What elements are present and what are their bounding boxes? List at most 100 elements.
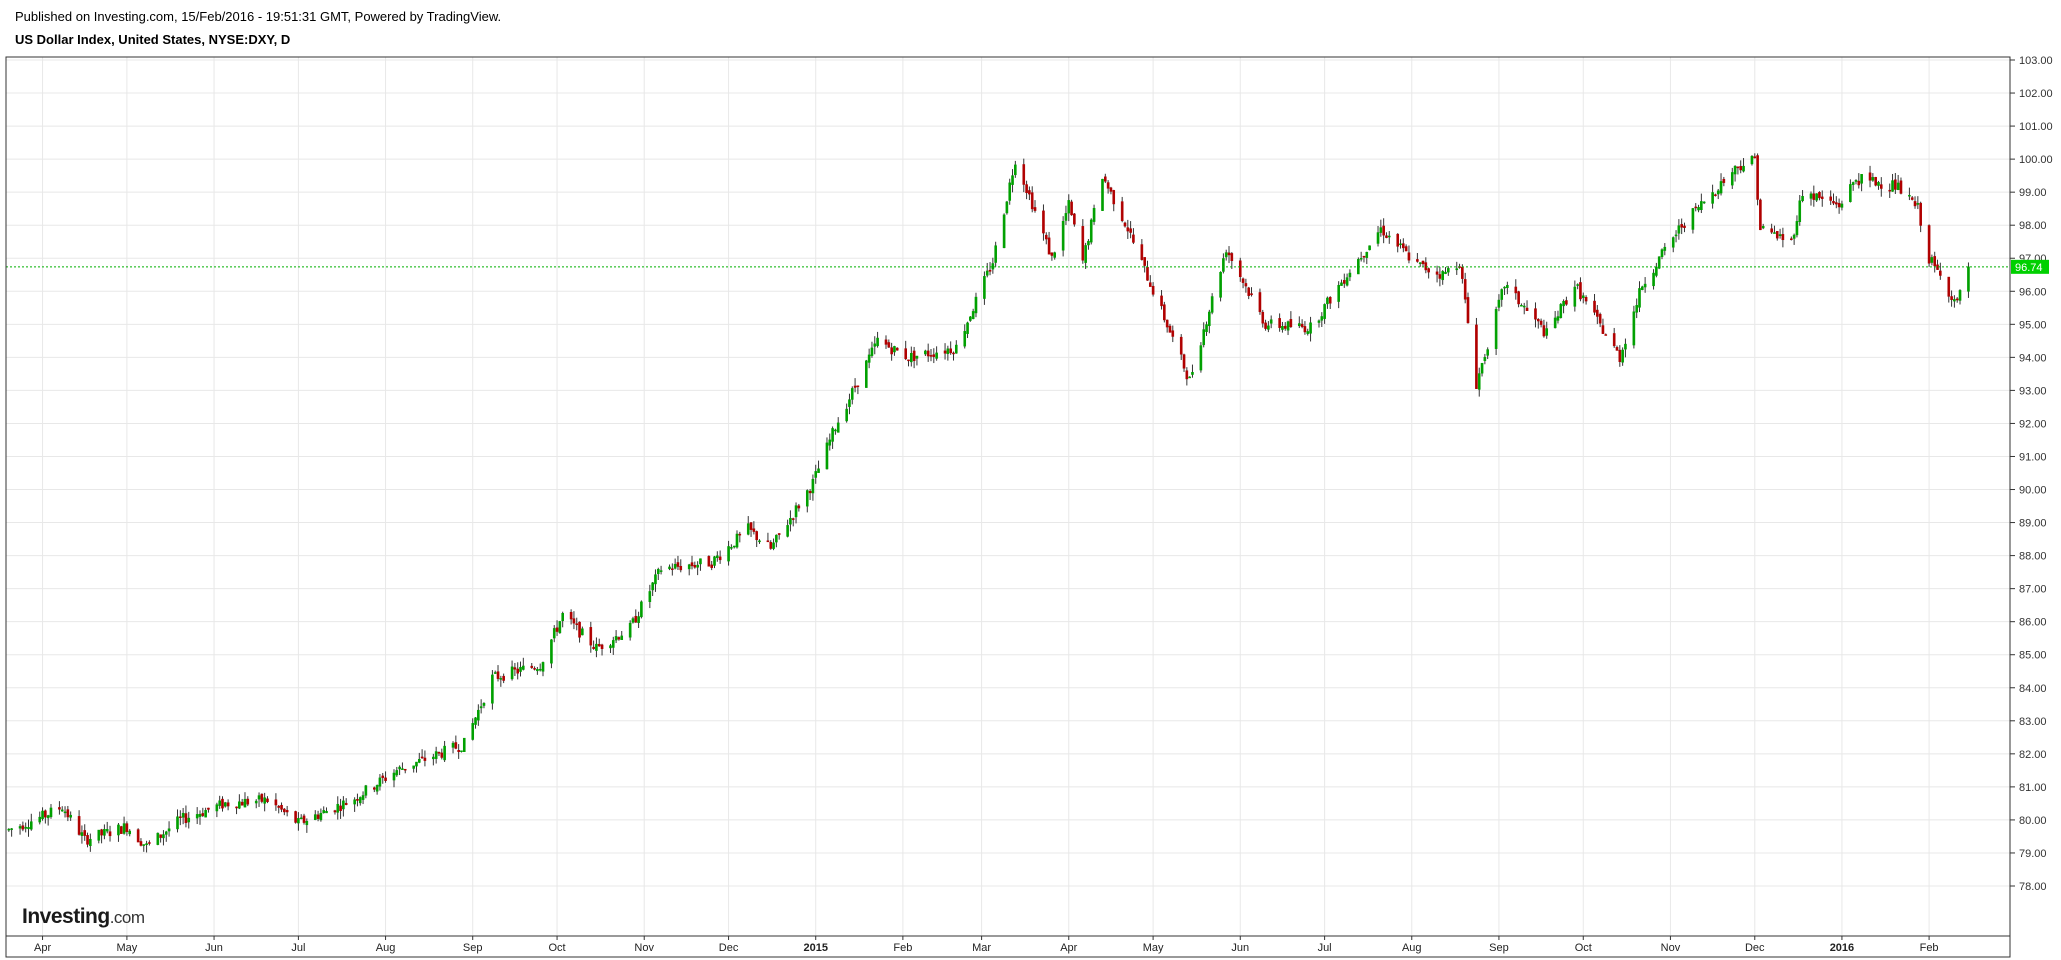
candle-body-up [1809, 193, 1813, 199]
candle [299, 814, 303, 820]
candle-body-up [1199, 345, 1203, 371]
candle [86, 832, 89, 848]
candle [176, 809, 179, 833]
candle-body-up [97, 829, 101, 841]
candle-body-up [1641, 286, 1644, 290]
candle-body-down [1050, 252, 1054, 256]
candle [344, 798, 348, 806]
candle [1536, 318, 1540, 329]
candle-body-down [384, 777, 387, 781]
candle-body-down [77, 816, 81, 835]
candle-body-down [1775, 231, 1779, 239]
candle-body-up [991, 263, 995, 270]
candle-body-down [1888, 189, 1892, 192]
candle-body-up [1447, 268, 1450, 273]
candle [679, 559, 683, 573]
candle-body-down [1283, 325, 1287, 329]
candle [1660, 248, 1664, 260]
candle [283, 808, 286, 816]
time-tick-label: May [1143, 942, 1164, 954]
candle [1061, 216, 1065, 257]
candle-body-up [656, 569, 660, 575]
candle [572, 611, 576, 630]
candle [845, 403, 848, 423]
candle-body-up [825, 442, 829, 470]
candle-body-down [1129, 228, 1132, 233]
candle [1503, 286, 1506, 296]
candle-body-up [1281, 326, 1284, 330]
candle [128, 829, 132, 837]
candle [634, 609, 638, 623]
candle [1202, 322, 1206, 348]
candle [1424, 257, 1428, 274]
candle [60, 806, 64, 812]
candle-body-down [1328, 296, 1332, 304]
candle-body-up [935, 352, 938, 359]
candle [1812, 185, 1816, 207]
candle-body-up [1092, 207, 1096, 222]
candle [1441, 270, 1444, 285]
candle-body-down [1781, 234, 1785, 241]
candle-body-up [1652, 272, 1655, 287]
candle [240, 798, 244, 806]
candle-body-down [949, 348, 952, 354]
candle-body-down [83, 830, 87, 836]
candle-body-up [1801, 195, 1804, 201]
candle-body-up [954, 344, 958, 354]
candle [1458, 263, 1461, 269]
candle-body-down [1837, 202, 1841, 208]
candle [671, 563, 674, 576]
candle [280, 802, 283, 813]
candle-body-up [1581, 295, 1585, 298]
candle-body-down [277, 805, 281, 808]
candle-body-up [238, 801, 241, 809]
candle-body-up [654, 574, 657, 585]
price-tick-label: 80.00 [2019, 815, 2047, 827]
price-tick-label: 86.00 [2019, 617, 2047, 629]
candle-body-up [1210, 296, 1214, 313]
candle [148, 840, 151, 846]
candle-body-up [1730, 172, 1734, 186]
candle-body-up [974, 296, 978, 314]
candle-body-up [10, 828, 13, 830]
candle [1368, 245, 1371, 251]
candle-body-up [493, 672, 497, 674]
candle-body-up [432, 756, 435, 760]
candle-body-up [1399, 243, 1402, 246]
candle-body-up [305, 821, 309, 826]
candle [1146, 260, 1149, 281]
candle [1635, 298, 1638, 319]
candle [1179, 334, 1183, 361]
candle-body-down [235, 806, 238, 809]
candle-body-down [1722, 178, 1726, 183]
candle [600, 643, 604, 656]
candle [1835, 196, 1838, 209]
candle-body-up [628, 622, 632, 638]
candle-body-up [1306, 331, 1310, 334]
candle [1761, 223, 1765, 230]
candle-body-down [260, 793, 264, 802]
candle [1584, 295, 1588, 305]
candle [167, 821, 171, 837]
price-tick-label: 101.00 [2019, 121, 2053, 133]
candle [1407, 245, 1411, 264]
candle [1739, 160, 1743, 174]
candle [513, 662, 517, 677]
candle [1615, 345, 1619, 351]
candle-body-down [1179, 336, 1183, 355]
candle-body-up [1697, 207, 1700, 211]
candle-body-down [1618, 349, 1622, 362]
candle-body-up [817, 468, 820, 473]
candle [316, 810, 320, 822]
candle [1795, 215, 1799, 238]
candle-body-up [1101, 178, 1104, 211]
candle-body-up [786, 525, 789, 537]
published-note: Published on Investing.com, 15/Feb/2016 … [15, 9, 502, 24]
candle [791, 517, 795, 527]
candle-body-down [207, 807, 210, 810]
candle [699, 558, 702, 571]
candle-body-down [797, 505, 801, 509]
candle-body-down [530, 665, 534, 668]
candle [434, 746, 438, 764]
candle-body-up [1761, 226, 1765, 229]
